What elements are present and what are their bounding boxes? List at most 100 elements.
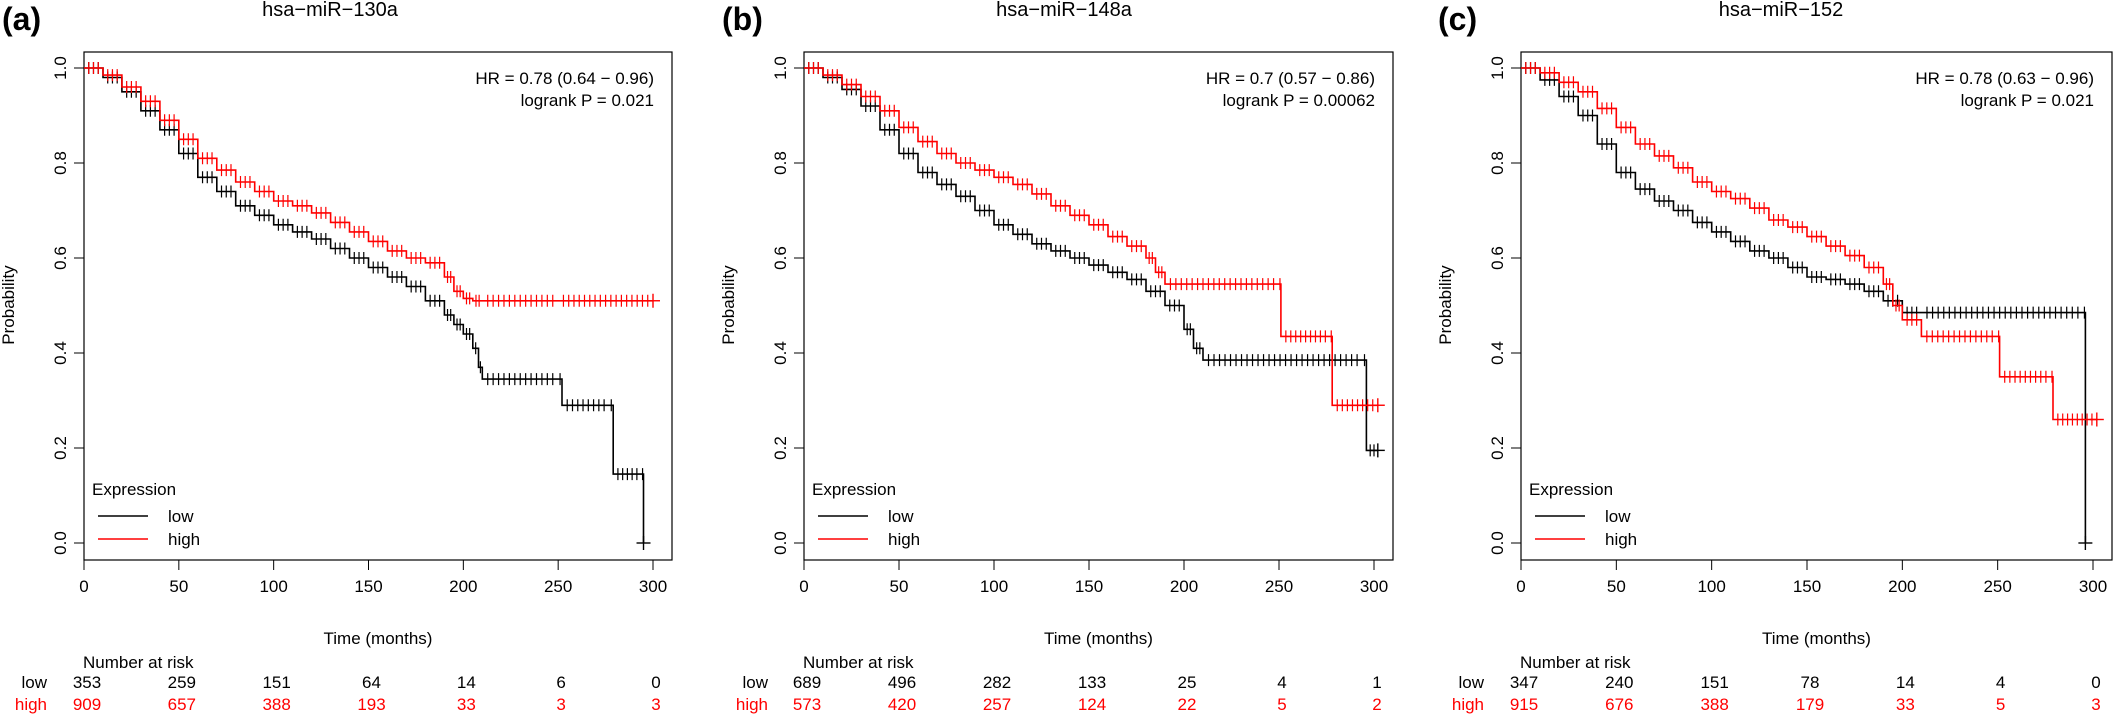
y-tick-label: 0.0 [51, 531, 70, 555]
legend-title: Expression [92, 480, 176, 499]
risk-row-label-low: low [742, 673, 768, 692]
plot-frame [803, 51, 1394, 561]
risk-count-high: 22 [1178, 695, 1197, 714]
risk-count-high: 3 [2091, 695, 2100, 714]
plot-frame [1520, 51, 2113, 561]
y-tick-label: 1.0 [771, 56, 790, 80]
risk-count-low: 240 [1605, 673, 1633, 692]
risk-count-low: 14 [1896, 673, 1915, 692]
x-tick-label: 150 [1793, 577, 1821, 596]
km-curve-high [804, 67, 1378, 407]
censor-marks-high [88, 62, 649, 307]
risk-count-high: 257 [983, 695, 1011, 714]
risk-header: Number at risk [1520, 653, 1631, 672]
y-tick-label: 0.2 [1488, 436, 1507, 460]
legend-label-high: high [888, 530, 920, 549]
risk-count-low: 353 [73, 673, 101, 692]
y-axis-label: Probability [1436, 265, 1455, 345]
km-curve-low [84, 67, 645, 543]
risk-count-low: 0 [2091, 673, 2100, 692]
y-tick-label: 0.6 [51, 246, 70, 270]
legend-title: Expression [812, 480, 896, 499]
x-tick-label: 150 [1075, 577, 1103, 596]
risk-count-high: 420 [888, 695, 916, 714]
y-tick-label: 0.6 [771, 246, 790, 270]
x-tick-label: 0 [1516, 577, 1525, 596]
x-tick-label: 300 [1360, 577, 1388, 596]
x-tick-label: 50 [169, 577, 188, 596]
censor-marks-low [88, 62, 644, 481]
risk-count-low: 1 [1372, 673, 1381, 692]
y-tick-label: 0.2 [771, 436, 790, 460]
risk-count-low: 133 [1078, 673, 1106, 692]
risk-count-high: 915 [1510, 695, 1538, 714]
panel-label: (c) [1438, 1, 1477, 37]
risk-count-high: 657 [168, 695, 196, 714]
risk-count-high: 179 [1796, 695, 1824, 714]
legend-title: Expression [1529, 480, 1613, 499]
risk-count-low: 259 [168, 673, 196, 692]
legend-label-high: high [1605, 530, 1637, 549]
censor-marks-low [808, 62, 1375, 457]
hazard-ratio-text: HR = 0.78 (0.63 − 0.96) [1915, 69, 2094, 88]
panel-title: hsa−miR−130a [262, 0, 399, 21]
x-tick-label: 300 [639, 577, 667, 596]
risk-count-high: 388 [262, 695, 290, 714]
risk-count-low: 496 [888, 673, 916, 692]
risk-count-high: 193 [357, 695, 385, 714]
risk-count-low: 151 [1700, 673, 1728, 692]
y-tick-label: 0.8 [51, 151, 70, 175]
risk-count-low: 689 [793, 673, 821, 692]
km-panel-2: (b) hsa−miR−148a 0.0 0.2 0.4 0.6 0.8 1.0 Probabi… [719, 0, 1394, 714]
risk-count-low: 4 [1996, 673, 2005, 692]
legend-label-low: low [168, 507, 194, 526]
risk-header: Number at risk [803, 653, 914, 672]
x-tick-label: 50 [1607, 577, 1626, 596]
x-axis-label: Time (months) [324, 629, 433, 648]
legend-label-low: low [888, 507, 914, 526]
hazard-ratio-text: HR = 0.78 (0.64 − 0.96) [475, 69, 654, 88]
x-tick-label: 300 [2079, 577, 2107, 596]
km-curve-high [84, 67, 653, 302]
risk-count-high: 3 [556, 695, 565, 714]
x-tick-label: 200 [449, 577, 477, 596]
risk-row-label-high: high [15, 695, 47, 714]
risk-count-low: 282 [983, 673, 1011, 692]
risk-row-label-high: high [736, 695, 768, 714]
y-tick-label: 0.0 [1488, 531, 1507, 555]
x-tick-label: 250 [1983, 577, 2011, 596]
censor-marks-high [808, 62, 1374, 412]
km-panel-3: (c) hsa−miR−152 0.0 0.2 0.4 0.6 0.8 1.0 Probabil… [1436, 0, 2113, 714]
risk-count-low: 64 [362, 673, 381, 692]
x-tick-label: 250 [1265, 577, 1293, 596]
panel-label: (a) [2, 1, 41, 37]
risk-count-high: 2 [1372, 695, 1381, 714]
risk-count-high: 33 [457, 695, 476, 714]
risk-count-low: 14 [457, 673, 476, 692]
y-tick-label: 0.6 [1488, 246, 1507, 270]
x-tick-label: 50 [890, 577, 909, 596]
logrank-p-text: logrank P = 0.00062 [1223, 91, 1375, 110]
panel-label: (b) [722, 1, 763, 37]
x-tick-label: 200 [1888, 577, 1916, 596]
legend-label-low: low [1605, 507, 1631, 526]
risk-count-high: 124 [1078, 695, 1106, 714]
risk-row-label-low: low [1458, 673, 1484, 692]
panel-title: hsa−miR−152 [1719, 0, 1844, 21]
risk-count-high: 5 [1277, 695, 1286, 714]
y-tick-label: 1.0 [51, 56, 70, 80]
y-axis-label: Probability [719, 265, 738, 345]
y-tick-label: 1.0 [1488, 56, 1507, 80]
risk-count-high: 388 [1700, 695, 1728, 714]
risk-count-high: 3 [651, 695, 660, 714]
x-tick-label: 0 [799, 577, 808, 596]
risk-count-low: 0 [651, 673, 660, 692]
x-tick-label: 100 [259, 577, 287, 596]
risk-count-high: 676 [1605, 695, 1633, 714]
y-tick-label: 0.4 [51, 341, 70, 365]
km-curve-low [1521, 67, 2087, 543]
risk-count-high: 573 [793, 695, 821, 714]
hazard-ratio-text: HR = 0.7 (0.57 − 0.86) [1206, 69, 1375, 88]
